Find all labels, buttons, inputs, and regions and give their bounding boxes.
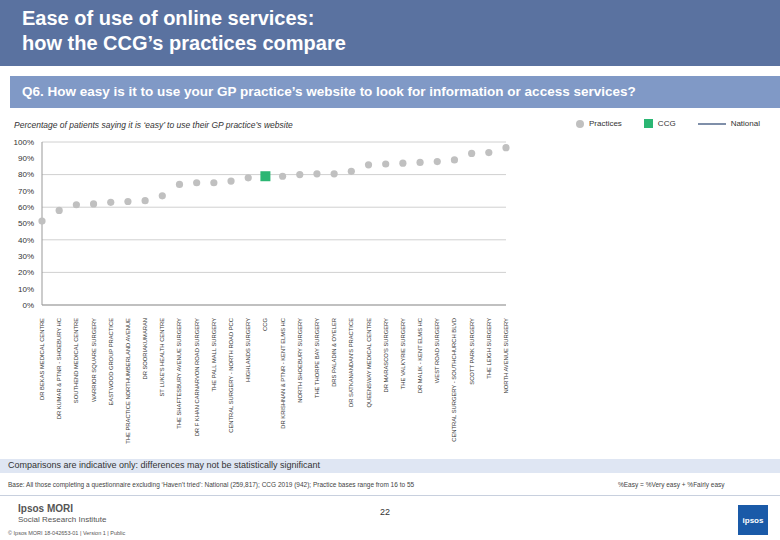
svg-text:DR BEKAS MEDICAL CENTRE: DR BEKAS MEDICAL CENTRE — [39, 318, 45, 400]
svg-text:THE SHAFTESBURY AVENUE SURGERY: THE SHAFTESBURY AVENUE SURGERY — [176, 318, 182, 429]
svg-text:DRS PALADIN & OYELER: DRS PALADIN & OYELER — [331, 318, 337, 387]
svg-text:CCG: CCG — [262, 318, 268, 331]
svg-text:EASTWOOD GROUP PRACTICE: EASTWOOD GROUP PRACTICE — [108, 318, 114, 406]
html-text:National: National — [730, 119, 760, 128]
svg-text:DR KUMAR & PTNR - SHOEBURY HC: DR KUMAR & PTNR - SHOEBURY HC — [56, 318, 62, 419]
svg-text:80%: 80% — [18, 170, 34, 179]
svg-text:NORTH AVENUE SURGERY: NORTH AVENUE SURGERY — [503, 318, 509, 394]
html-text:how the CCG’s practices compar: how the CCG’s practices compare — [22, 32, 346, 54]
svg-text:WARRIOR SQUARE SURGERY: WARRIOR SQUARE SURGERY — [91, 318, 97, 402]
svg-text:DR MARASCO'S SURGERY: DR MARASCO'S SURGERY — [383, 318, 389, 393]
svg-text:THE LEIGH SURGERY: THE LEIGH SURGERY — [486, 318, 492, 379]
svg-text:10%: 10% — [18, 285, 34, 294]
svg-text:ST LUKE'S HEALTH CENTRE: ST LUKE'S HEALTH CENTRE — [159, 318, 165, 397]
svg-text:SOUTHEND MEDICAL CENTRE: SOUTHEND MEDICAL CENTRE — [73, 318, 79, 403]
svg-text:THE PRACTICE NORTHUMBERLAND AV: THE PRACTICE NORTHUMBERLAND AVENUE — [125, 318, 131, 444]
svg-text:DR MALIK - KENT ELMS HC: DR MALIK - KENT ELMS HC — [417, 318, 423, 393]
html-text:CCG: CCG — [657, 119, 676, 128]
svg-text:0%: 0% — [22, 301, 34, 310]
svg-text:WEST ROAD SURGERY: WEST ROAD SURGERY — [434, 318, 440, 383]
html-text:Base: All those completing a q: Base: All those completing a questionnai… — [8, 481, 415, 488]
svg-text:CENTRAL SURGERY - SOUTHCHURCH: CENTRAL SURGERY - SOUTHCHURCH BLVD — [451, 318, 457, 442]
svg-text:DR SATKANANDAN'S PRACTICE: DR SATKANANDAN'S PRACTICE — [348, 318, 354, 407]
html-text:%Easy = %Very easy + %Fairly e: %Easy = %Very easy + %Fairly easy — [618, 481, 725, 488]
svg-text:DR KRISHNAN & PTNR - KENT ELMS: DR KRISHNAN & PTNR - KENT ELMS HC — [280, 318, 286, 429]
svg-text:DR SOORIAKUMARAN: DR SOORIAKUMARAN — [142, 318, 148, 380]
html-text:Comparisons are indicative onl: Comparisons are indicative only: differe… — [8, 460, 320, 470]
html-text:Ipsos MORI: Ipsos MORI — [18, 503, 73, 514]
svg-text:THE VALKYRIE SURGERY: THE VALKYRIE SURGERY — [400, 318, 406, 389]
svg-text:70%: 70% — [18, 187, 34, 196]
svg-text:20%: 20% — [18, 268, 34, 277]
svg-text:DR F KHAN CARNARVON ROAD SURGE: DR F KHAN CARNARVON ROAD SURGERY — [194, 318, 200, 436]
svg-text:THE THORPE BAY SURGERY: THE THORPE BAY SURGERY — [314, 318, 320, 398]
html-text:© Ipsos MORI 18-042653-01 | Ve: © Ipsos MORI 18-042653-01 | Version 1 | … — [8, 530, 126, 536]
svg-text:50%: 50% — [18, 219, 34, 228]
html-text:ipsos: ipsos — [742, 515, 764, 525]
svg-text:NORTH SHOEBURY SURGERY: NORTH SHOEBURY SURGERY — [297, 318, 303, 403]
html-text:22: 22 — [380, 507, 390, 517]
svg-text:HIGHLANDS SURGERY: HIGHLANDS SURGERY — [245, 318, 251, 382]
svg-text:CENTRAL SURGERY - NORTH ROAD P: CENTRAL SURGERY - NORTH ROAD PCC — [228, 318, 234, 433]
html-text:Social Research Institute: Social Research Institute — [18, 515, 107, 524]
html-text:Ease of use of online services: Ease of use of online services: — [22, 7, 315, 29]
svg-text:60%: 60% — [18, 203, 34, 212]
svg-text:40%: 40% — [18, 236, 34, 245]
svg-text:SCOTT PARK SURGERY: SCOTT PARK SURGERY — [469, 318, 475, 385]
svg-text:90%: 90% — [18, 154, 34, 163]
html-text:Practices: Practices — [589, 119, 622, 128]
svg-text:THE PALL MALL SURGERY: THE PALL MALL SURGERY — [211, 318, 217, 392]
html-text:Q6. How easy is it to use your: Q6. How easy is it to use your GP practi… — [22, 84, 636, 99]
svg-text:100%: 100% — [14, 138, 34, 147]
svg-text:30%: 30% — [18, 252, 34, 261]
svg-text:QUEENSWAY MEDICAL CENTRE: QUEENSWAY MEDICAL CENTRE — [366, 318, 372, 408]
html-text:Percentage of patients saying: Percentage of patients saying it is ‘eas… — [14, 120, 293, 130]
